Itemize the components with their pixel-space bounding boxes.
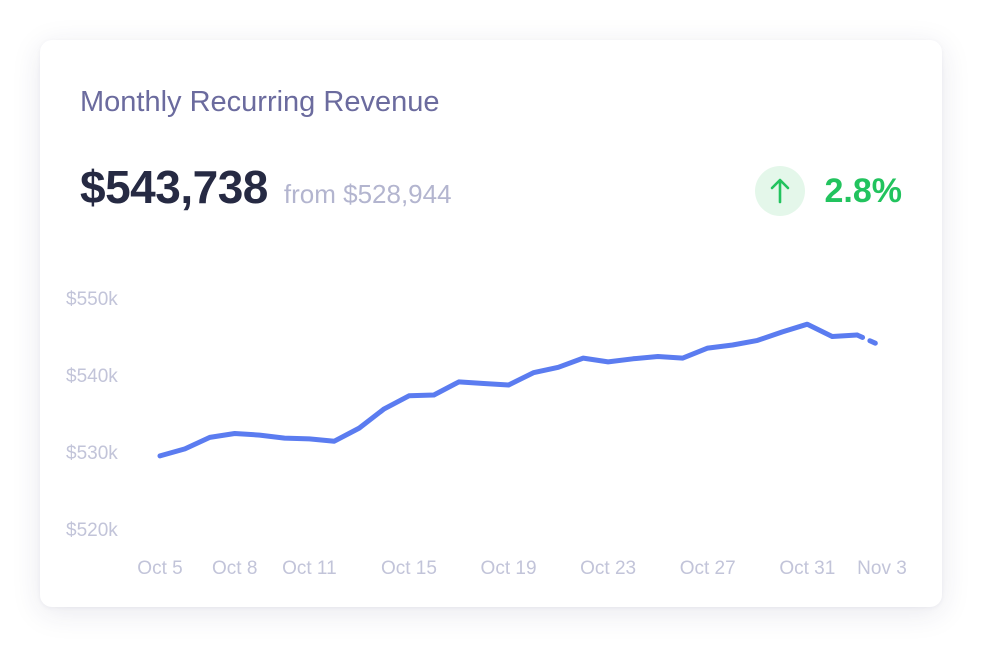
from-value: $528,944 [343,179,452,209]
x-tick-label: Nov 3 [857,558,907,579]
x-tick-label: Oct 5 [137,558,182,579]
y-tick-label: $540k [66,366,118,387]
y-tick-label: $530k [66,443,118,464]
y-axis: $550k $540k $530k $520k [66,289,118,541]
value-row: $543,738 from $528,944 [80,160,452,216]
current-value: $543,738 [80,161,268,213]
series-line [157,321,860,459]
arrow-up-icon [770,178,789,204]
change-percent: 2.8% [824,171,903,210]
y-tick-label: $520k [66,520,118,541]
card-title: Monthly Recurring Revenue [80,86,440,118]
from-label: from [283,179,336,209]
series-projection-line [854,332,885,349]
x-tick-label: Oct 19 [481,558,537,579]
previous-value: from $528,944 [284,179,452,210]
x-tick-label: Oct 8 [212,558,257,579]
series-group [157,321,885,459]
y-tick-label: $550k [66,289,118,310]
mrr-card: Monthly Recurring Revenue $543,738 from … [40,40,942,607]
arrow-up-badge [754,166,805,216]
x-axis: Oct 5 Oct 8 Oct 11 Oct 15 Oct 19 Oct 23 Oct 27… [137,558,907,579]
x-tick-label: Oct 15 [381,558,437,579]
x-tick-label: Oct 11 [282,558,337,579]
mrr-line-chart: $550k$540k$530k$520k Oct 5 Oct 8 Oct 11 Oct… [66,289,907,579]
x-tick-label: Oct 23 [580,558,636,579]
x-tick-label: Oct 27 [680,558,736,579]
x-tick-label: Oct 31 [779,558,835,579]
change-indicator: 2.8% [754,166,903,216]
